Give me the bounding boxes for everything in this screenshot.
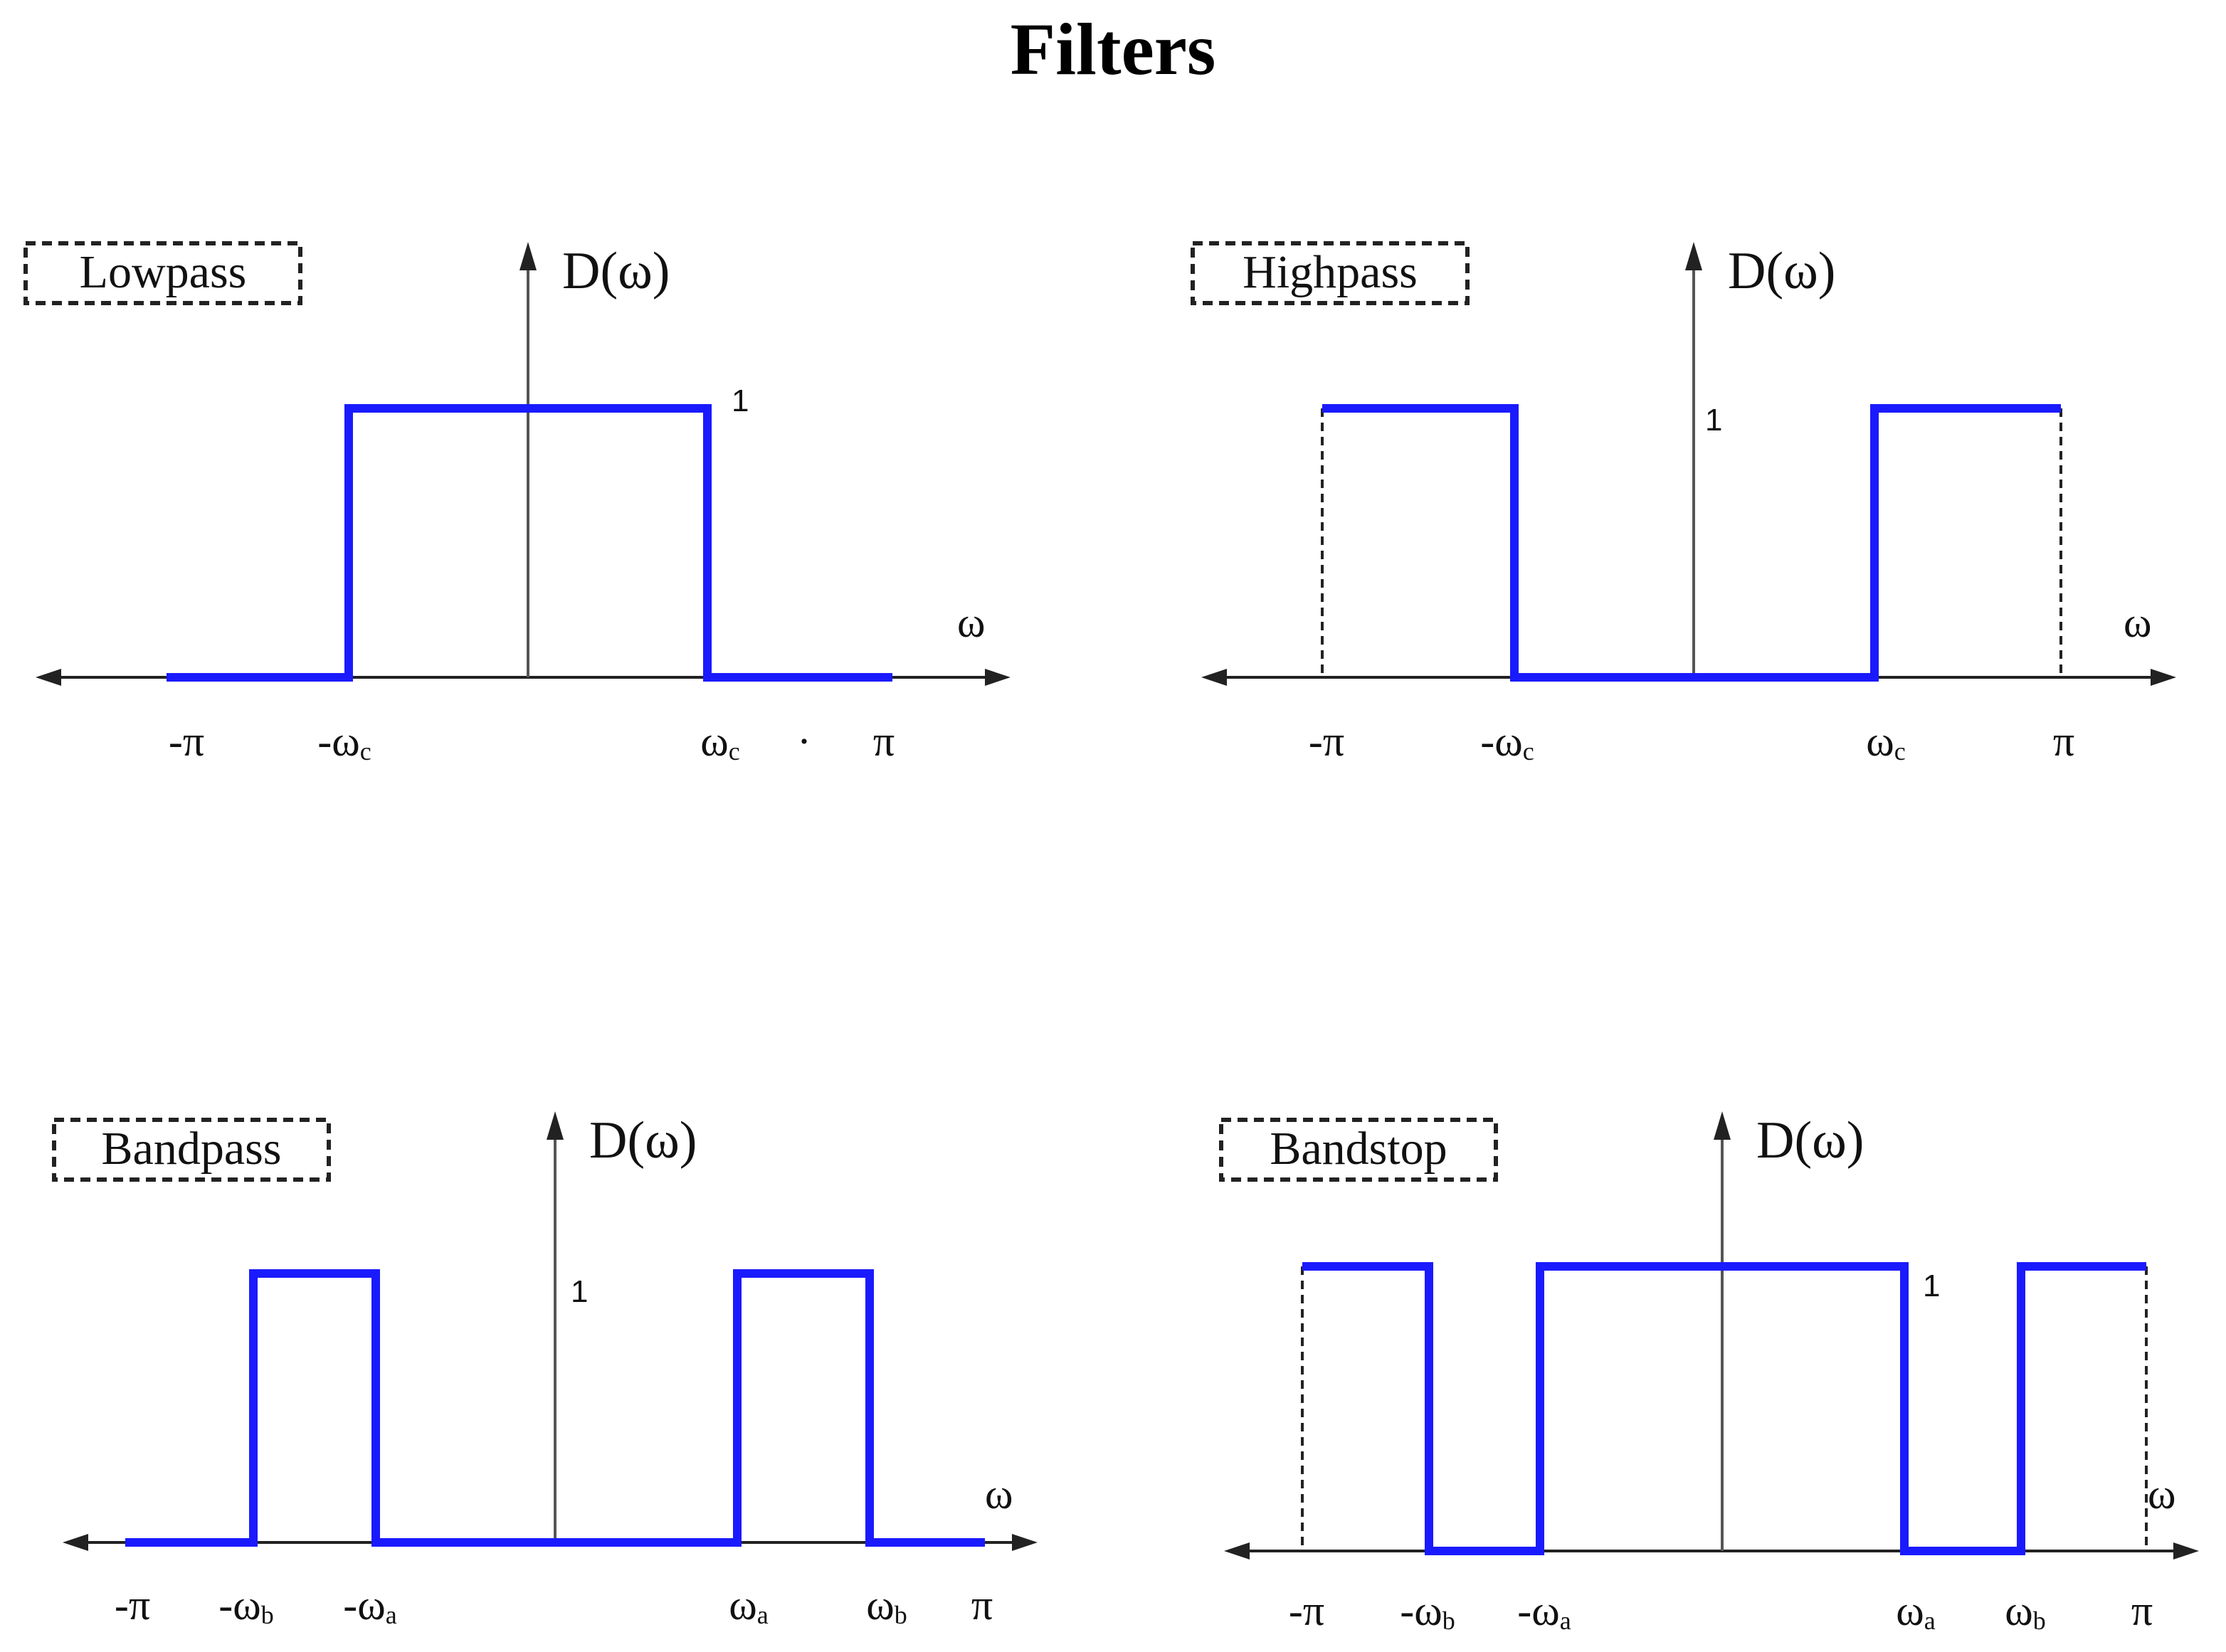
tick-label: -ωa <box>1517 1587 1571 1635</box>
x-axis-arrow-right <box>2173 1542 2199 1560</box>
tick-label: π <box>971 1582 993 1629</box>
panel-title-box <box>23 241 302 305</box>
tick-label: ωb <box>866 1582 907 1629</box>
tick-label: -π <box>1309 718 1344 765</box>
panel-title: Highpass <box>1243 246 1418 298</box>
x-axis-arrow-right <box>1012 1534 1038 1551</box>
y-axis-label: D(ω) <box>562 242 670 300</box>
level-label: 1 <box>1705 403 1722 438</box>
x-axis-arrow-right <box>985 669 1011 686</box>
y-axis-arrow <box>1685 242 1702 270</box>
tick-label: π <box>2131 1587 2153 1634</box>
x-axis-label: ω <box>985 1471 1013 1518</box>
tick-label: ωc <box>700 718 739 766</box>
x-axis-arrow-left <box>63 1534 88 1551</box>
response-curve <box>125 1269 985 1547</box>
tick-label: · <box>797 718 811 765</box>
tick-label: π <box>2053 718 2074 765</box>
tick-label: -π <box>1289 1587 1324 1634</box>
x-axis-label: ω <box>2124 599 2152 646</box>
tick-label: -ωc <box>1480 718 1534 766</box>
panel-bandstop: Bandstop D(ω) ω 1 -π -ωb -ωa ωa ωb π <box>1219 1111 2199 1635</box>
y-axis-arrow <box>519 242 537 270</box>
y-axis-label: D(ω) <box>589 1111 697 1170</box>
y-axis-arrow <box>547 1111 564 1140</box>
panel-title-box <box>1191 241 1470 305</box>
y-axis-label: D(ω) <box>1756 1111 1864 1170</box>
tick-label: -ωc <box>317 718 371 766</box>
tick-label: -ωa <box>343 1582 396 1629</box>
response-curve <box>1322 404 2061 682</box>
tick-label: ωb <box>2005 1587 2046 1635</box>
response-curve <box>167 404 892 682</box>
tick-label: -π <box>169 718 204 765</box>
x-axis-arrow-left <box>1224 1542 1250 1560</box>
x-axis-arrow-left <box>36 669 61 686</box>
panel-title: Bandstop <box>1270 1123 1447 1175</box>
y-axis-label: D(ω) <box>1728 242 1835 300</box>
tick-label: ωa <box>729 1582 769 1629</box>
tick-label: π <box>873 718 895 765</box>
panel-highpass: Highpass D(ω) ω 1 -π -ωc ωc π <box>1191 241 2176 766</box>
level-label: 1 <box>1923 1269 1940 1303</box>
panel-bandpass: Bandpass D(ω) ω 1 -π -ωb -ωa ωa ωb π <box>52 1111 1038 1629</box>
tick-label: -ωb <box>218 1582 273 1629</box>
panel-lowpass: Lowpass D(ω) ω 1 -π -ωc ωc · π <box>23 241 1011 766</box>
level-label: 1 <box>571 1274 588 1309</box>
tick-label: -π <box>115 1582 150 1629</box>
x-axis-label: ω <box>957 599 986 646</box>
panel-title-box <box>1219 1118 1498 1182</box>
page-title: Filters <box>1010 9 1216 90</box>
level-label: 1 <box>732 383 749 418</box>
tick-label: -ωb <box>1400 1587 1455 1635</box>
panel-title: Lowpass <box>80 246 247 298</box>
y-axis-arrow <box>1714 1111 1731 1140</box>
x-axis-arrow-right <box>2151 669 2176 686</box>
panel-title-box <box>52 1118 331 1182</box>
x-axis-label: ω <box>2148 1471 2176 1518</box>
response-curve <box>1302 1262 2146 1555</box>
panel-title: Bandpass <box>102 1123 282 1175</box>
tick-label: ωc <box>1866 718 1905 766</box>
x-axis-arrow-left <box>1201 669 1227 686</box>
tick-label: ωa <box>1896 1587 1936 1635</box>
